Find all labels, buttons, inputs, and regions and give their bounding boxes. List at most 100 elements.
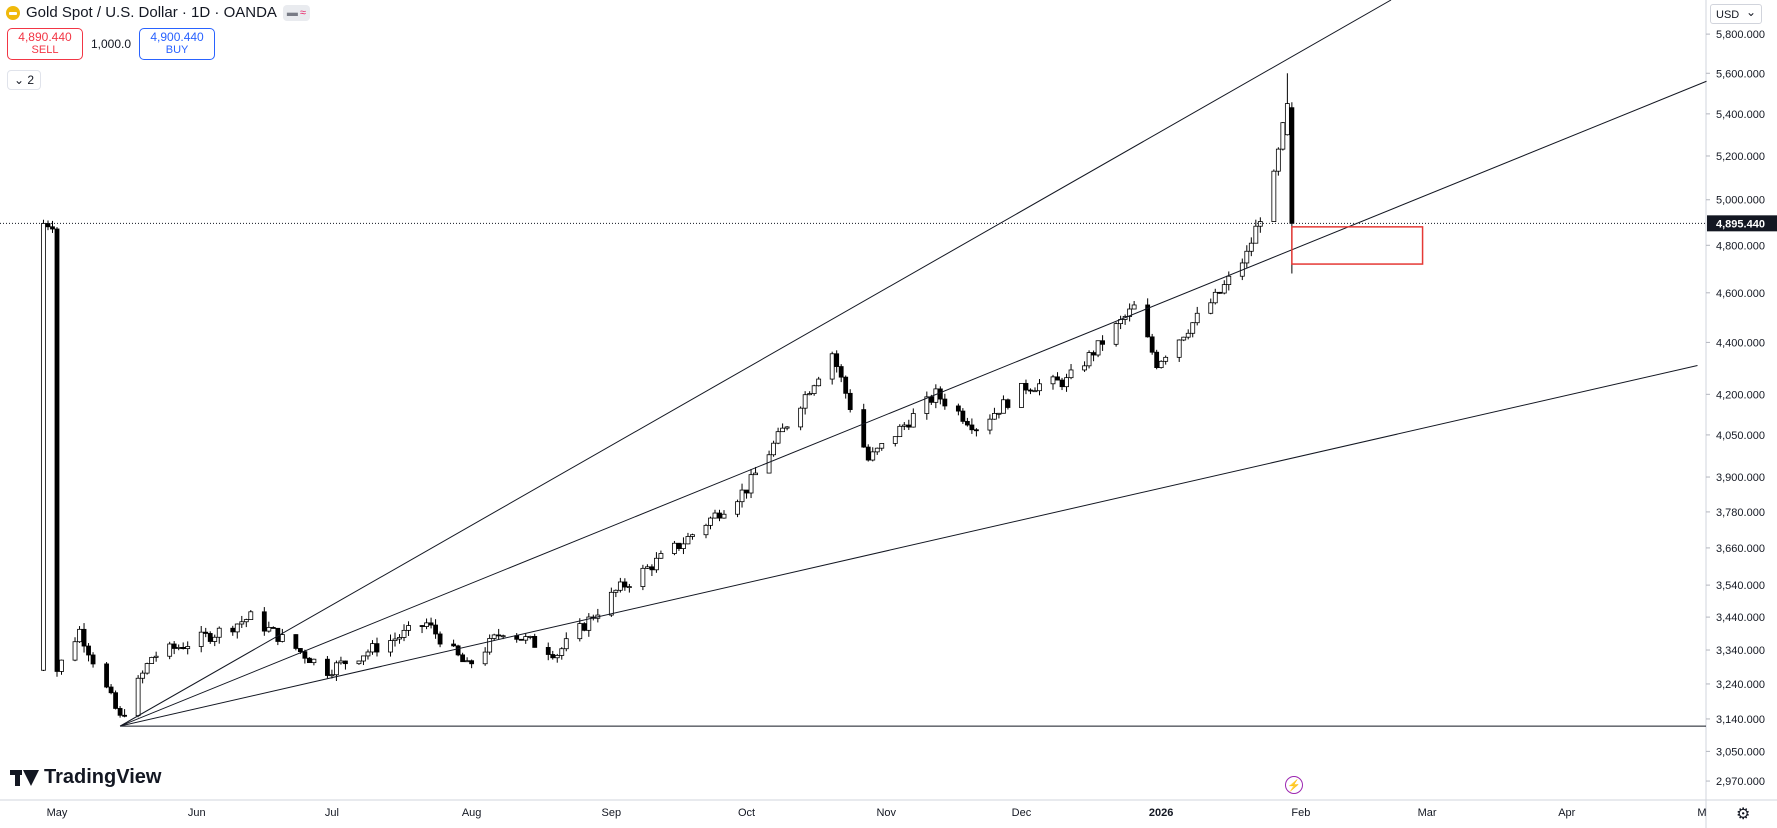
candle-down bbox=[1059, 379, 1065, 388]
candle-up bbox=[334, 662, 339, 676]
candle-up bbox=[703, 524, 709, 536]
price-tick-label: 4,050.000 bbox=[1716, 430, 1765, 442]
candle-up bbox=[491, 634, 497, 639]
symbol-title[interactable]: Gold Spot / U.S. Dollar · 1D · OANDA bbox=[26, 4, 277, 21]
indicators-toggle[interactable]: ⌄ 2 bbox=[7, 70, 42, 90]
legend-pill[interactable]: ▬ ≈ bbox=[282, 4, 310, 21]
candle-up bbox=[784, 426, 790, 429]
candle-up bbox=[198, 631, 204, 647]
candle-down bbox=[207, 633, 213, 642]
price-tick-label: 3,900.000 bbox=[1716, 472, 1765, 484]
currency-select[interactable]: USD bbox=[1710, 2, 1762, 24]
sell-label: SELL bbox=[31, 44, 59, 56]
hide-line-icon[interactable]: ▬ bbox=[286, 6, 298, 19]
candle-up bbox=[1208, 302, 1214, 314]
candle-up bbox=[644, 566, 650, 569]
candle-up bbox=[870, 451, 876, 461]
candle-up bbox=[266, 627, 272, 632]
price-tick-label: 5,200.000 bbox=[1716, 151, 1765, 163]
candle-up bbox=[1280, 122, 1286, 150]
candle-up bbox=[401, 629, 407, 638]
wave-icon[interactable]: ≈ bbox=[299, 6, 306, 19]
fan-line-2 bbox=[119, 80, 1707, 727]
tradingview-wordmark: TradingView bbox=[44, 766, 162, 788]
candle-up bbox=[248, 611, 254, 620]
price-tick-label: 3,440.000 bbox=[1716, 612, 1765, 624]
price-tick-label: 5,400.000 bbox=[1716, 109, 1765, 121]
candle-up bbox=[735, 501, 740, 515]
candle-up bbox=[149, 656, 155, 664]
candle-down bbox=[419, 625, 425, 627]
gear-icon[interactable]: ⚙ bbox=[1736, 806, 1751, 823]
candle-up bbox=[1127, 308, 1133, 317]
candle-down bbox=[1154, 351, 1160, 369]
candle-down bbox=[108, 686, 114, 694]
candle-up bbox=[996, 412, 1002, 415]
candle-down bbox=[90, 654, 96, 665]
candle-down bbox=[302, 651, 308, 659]
candle-up bbox=[1086, 352, 1092, 367]
candle-up bbox=[816, 378, 822, 387]
candle-up bbox=[500, 635, 506, 638]
candle-up bbox=[1176, 339, 1182, 358]
candle-up bbox=[185, 646, 191, 650]
candle-up bbox=[613, 589, 619, 593]
candle-down bbox=[1055, 376, 1060, 381]
buy-label: BUY bbox=[165, 44, 189, 56]
candle-down bbox=[203, 631, 209, 634]
candle-down bbox=[496, 634, 502, 637]
sell-price: 4,890.440 bbox=[18, 30, 72, 44]
candle-up bbox=[685, 536, 691, 545]
candle-up bbox=[672, 542, 677, 554]
time-tick-label: Oct bbox=[738, 807, 755, 819]
candle-up bbox=[370, 643, 375, 653]
buy-button[interactable]: 4,900.440 BUY bbox=[139, 28, 216, 60]
candle-up bbox=[992, 413, 997, 420]
candle-up bbox=[1131, 304, 1137, 310]
current-price-badge bbox=[1707, 215, 1777, 232]
candle-up bbox=[41, 223, 46, 671]
candle-up bbox=[212, 636, 218, 642]
price-tick-label: 4,400.000 bbox=[1716, 337, 1765, 349]
candle-up bbox=[487, 638, 493, 653]
price-tick-label: 2,970.000 bbox=[1716, 776, 1765, 788]
candle-up bbox=[892, 436, 898, 444]
candle-down bbox=[451, 643, 457, 647]
candle-down bbox=[1023, 382, 1029, 391]
candle-up bbox=[608, 591, 614, 616]
candle-up bbox=[243, 619, 249, 623]
candle-down bbox=[113, 692, 118, 709]
candle-down bbox=[50, 226, 55, 230]
candle-down bbox=[325, 658, 330, 676]
candle-up bbox=[361, 655, 366, 662]
sell-button[interactable]: 4,890.440 SELL bbox=[7, 28, 83, 60]
tradingview-logo[interactable]: TradingView bbox=[10, 766, 161, 789]
candle-up bbox=[739, 489, 745, 503]
candle-down bbox=[433, 624, 438, 635]
price-tick-label: 5,800.000 bbox=[1716, 29, 1765, 41]
candle-up bbox=[356, 660, 362, 665]
candle-up bbox=[234, 623, 240, 633]
price-tick-label: 3,050.000 bbox=[1716, 746, 1765, 758]
candle-up bbox=[167, 643, 173, 657]
time-tick-label: Jul bbox=[325, 807, 339, 819]
candle-up bbox=[721, 513, 727, 519]
candle-up bbox=[897, 425, 903, 438]
candle-down bbox=[1100, 340, 1105, 345]
candle-down bbox=[717, 512, 722, 519]
buy-price: 4,900.440 bbox=[150, 30, 204, 44]
candle-up bbox=[1001, 399, 1006, 414]
candle-up bbox=[559, 648, 565, 656]
time-tick-label: Dec bbox=[1012, 807, 1032, 819]
flash-icon[interactable]: ⚡ bbox=[1285, 776, 1303, 794]
candle-up bbox=[1284, 103, 1290, 136]
candle-down bbox=[261, 611, 267, 632]
candle-down bbox=[622, 581, 628, 588]
time-tick-label: Sep bbox=[602, 807, 622, 819]
candle-down bbox=[545, 647, 551, 655]
price-tick-label: 4,200.000 bbox=[1716, 389, 1765, 401]
candle-down bbox=[1217, 291, 1223, 294]
candle-up bbox=[338, 660, 344, 664]
candle-up bbox=[1068, 369, 1074, 379]
